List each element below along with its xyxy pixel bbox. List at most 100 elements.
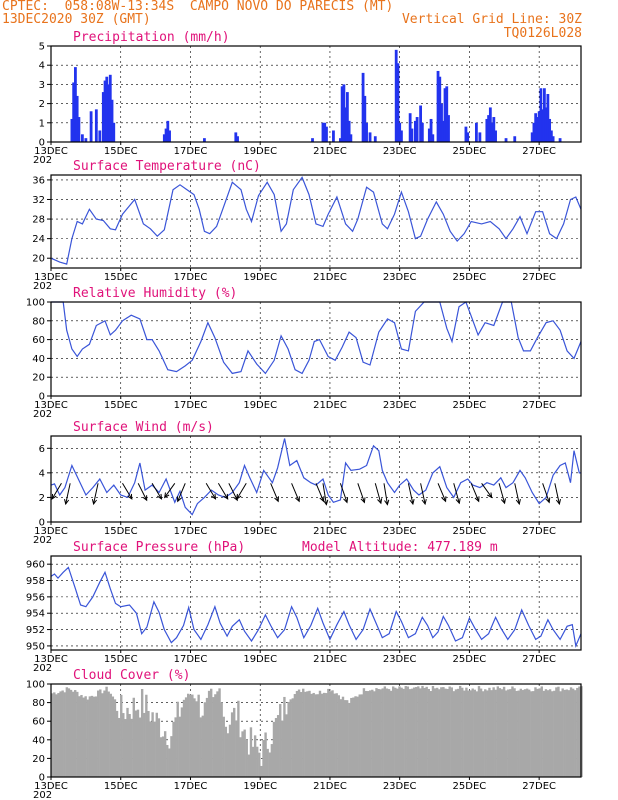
cloud-bar xyxy=(147,710,150,777)
cloud-bar xyxy=(239,737,242,777)
cloud-bar xyxy=(356,696,359,777)
cloud-bar xyxy=(140,689,144,777)
wind-arrow xyxy=(205,483,216,500)
cloud-bar xyxy=(546,690,550,777)
cloud-bar xyxy=(233,707,236,777)
wind-arrow xyxy=(164,483,176,498)
cloud-bar xyxy=(544,689,548,777)
cloud-bar xyxy=(442,687,445,777)
cloud-bar xyxy=(97,690,100,777)
cloud-bar xyxy=(245,739,248,777)
cloud-bar xyxy=(71,691,75,777)
wind-arrow xyxy=(357,483,365,503)
cloud-bar xyxy=(325,693,328,777)
cloud-bar xyxy=(465,687,468,777)
cloud-bar xyxy=(76,691,79,777)
cloud-bar xyxy=(285,714,288,777)
precip-xtick-label: 21DEC xyxy=(313,146,347,157)
rh-panel: Relative Humidity (%) 0 20 40 60 80 100 13DEC 15… xyxy=(26,286,582,420)
precip-bar xyxy=(72,82,76,142)
cloud-bar xyxy=(343,700,347,777)
cloud-bar xyxy=(371,689,374,777)
cloud-bar xyxy=(481,691,485,777)
cloud-bar xyxy=(230,712,234,777)
temp-ytick-label: 24 xyxy=(32,234,45,245)
precip-bar xyxy=(494,130,497,142)
cloud-bar xyxy=(373,691,376,777)
cloud-bar xyxy=(243,729,246,777)
rh-title: Relative Humidity (%) xyxy=(73,286,237,301)
cloud-bar xyxy=(103,690,106,777)
cloud-frame xyxy=(50,683,582,778)
cloud-bar xyxy=(339,699,343,777)
precip-bar xyxy=(345,92,349,142)
precip-frame xyxy=(50,45,582,143)
rh-ytick-label: 80 xyxy=(32,316,45,327)
wind-arrow xyxy=(498,483,506,504)
wind-xtick-label: 19DEC xyxy=(243,526,277,537)
cloud-bar xyxy=(484,689,487,777)
cloud-bar xyxy=(366,691,370,777)
cloud-bar xyxy=(186,693,190,777)
cloud-bar xyxy=(555,687,558,777)
temp-xtick-label: 15DEC xyxy=(104,272,138,283)
cloud-bar xyxy=(517,690,520,777)
wind-arrow-head xyxy=(236,493,242,500)
cloud-bar xyxy=(423,687,426,777)
cloud-bar xyxy=(479,688,483,777)
precip-bar xyxy=(234,132,238,142)
cloud-bar xyxy=(170,736,173,777)
wind-arrow xyxy=(339,483,348,503)
cloud-bar xyxy=(525,688,529,777)
wind-title: Surface Wind (m/s) xyxy=(73,420,214,435)
cloud-bar xyxy=(218,688,221,777)
wind-xtick-label: 23DEC xyxy=(383,526,417,537)
cloud-bar xyxy=(74,690,77,777)
cloud-bar xyxy=(316,694,320,777)
cloud-bar xyxy=(180,707,184,777)
precip-bar xyxy=(443,88,447,142)
wind-arrow xyxy=(481,483,493,498)
precip-bar xyxy=(546,94,550,142)
cloud-bar xyxy=(322,692,326,777)
rh-xtick-label: 19DEC xyxy=(243,400,277,411)
precip-bar xyxy=(408,113,412,142)
cloud-bar xyxy=(362,688,366,777)
rh-year-label: 202 xyxy=(33,409,52,420)
pressure-xtick-label: 13DEC xyxy=(34,654,68,665)
cloud-bar xyxy=(425,686,428,777)
cloud-ytick-label: 20 xyxy=(32,754,45,765)
cloud-bar xyxy=(260,765,263,777)
cloud-bar xyxy=(253,735,257,777)
cloud-bar xyxy=(456,688,460,777)
cloud-bar xyxy=(421,685,424,777)
cloud-bar xyxy=(78,696,81,777)
wind-arrow xyxy=(470,483,480,502)
precip-bar xyxy=(447,115,450,142)
precip-bar xyxy=(398,122,402,142)
wind-arrow-head xyxy=(515,498,521,506)
temp-xtick-label: 23DEC xyxy=(383,272,417,283)
cloud-bar xyxy=(578,686,581,777)
precip-bar xyxy=(103,80,107,142)
cloud-bar xyxy=(228,724,232,777)
cloud-bar xyxy=(567,690,571,777)
wind-xtick-label: 27DEC xyxy=(522,526,556,537)
cloud-xtick-label: 23DEC xyxy=(383,781,417,792)
cloud-bar xyxy=(331,690,334,777)
cloud-bar xyxy=(308,690,311,777)
cloud-bar xyxy=(197,694,200,777)
precip-bar xyxy=(108,74,112,142)
cloud-bar xyxy=(548,689,552,777)
wind-xtick-label: 15DEC xyxy=(104,526,138,537)
cloud-bar xyxy=(551,691,554,777)
cloud-bar xyxy=(184,697,188,777)
precip-ytick-label: 5 xyxy=(39,42,45,53)
temp-xtick-label: 17DEC xyxy=(174,272,208,283)
cloud-bar xyxy=(515,690,518,777)
precip-bar xyxy=(410,128,414,142)
precip-bar xyxy=(474,122,478,142)
precip-bar xyxy=(551,136,555,142)
cloud-bar xyxy=(404,686,407,777)
header-model-id: TQ0126L028 xyxy=(503,26,582,41)
